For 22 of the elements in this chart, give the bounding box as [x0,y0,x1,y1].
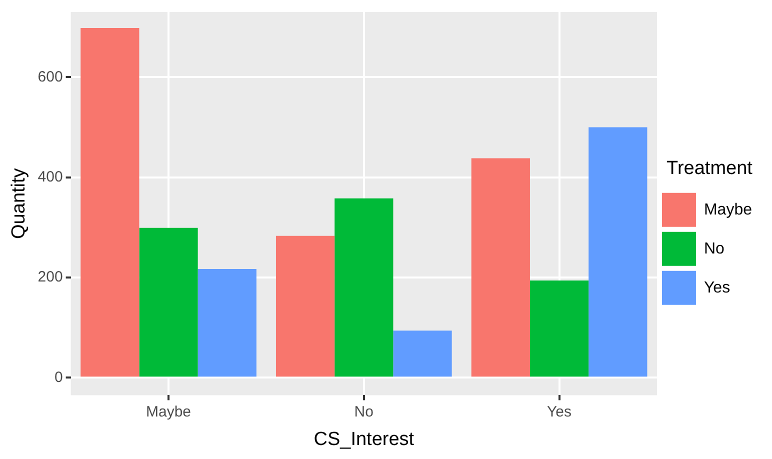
y-tick-label: 400 [38,168,63,186]
y-tick-label: 600 [38,68,63,86]
x-axis-title: CS_Interest [314,428,415,450]
y-axis-title: Quantity [8,168,30,239]
bar [198,268,256,377]
y-tick-label: 0 [54,368,63,386]
x-tick-label: No [354,403,374,420]
bar [80,28,140,377]
bar [393,330,452,377]
legend-label: Yes [704,279,730,296]
y-tick-label: 200 [38,268,63,286]
bar [276,236,335,377]
bar [588,127,648,377]
bar [139,228,198,377]
x-tick-label: Yes [547,403,572,420]
x-tick-label: Maybe [146,403,192,420]
legend-title: Treatment [666,158,754,179]
legend-label: Maybe [704,201,752,218]
bar [334,198,394,377]
bar [471,158,530,377]
bar [530,280,589,377]
legend-label: No [704,240,725,258]
